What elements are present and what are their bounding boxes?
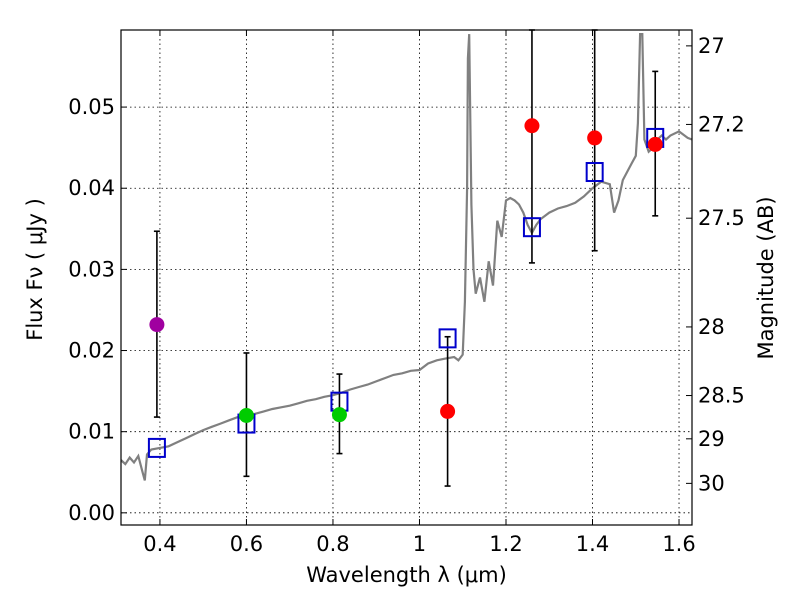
observed-point [587,130,603,146]
observed-point [440,403,456,419]
y-tick-label: 0.03 [68,257,115,281]
spectrum-line [121,33,692,481]
x-tick-label: 1 [413,532,426,556]
mag-tick-label: 27 [698,34,725,58]
mag-tick-label: 28.5 [698,384,745,408]
plot-frame [120,29,693,526]
mag-tick-label: 27.2 [698,112,745,136]
mag-tick-label: 27.5 [698,206,745,230]
model-photometry-layer [147,127,665,458]
x-tick-label: 0.6 [230,532,263,556]
model-photometry-point [438,328,457,349]
y-axis-title: Flux Fν ( μJy ) [23,198,47,341]
observed-points-layer [149,118,663,423]
y-tick-label: 0.01 [68,420,115,444]
observed-point [331,407,347,423]
x-tick-label: 0.8 [316,532,349,556]
model-photometry-point [585,162,604,183]
x-axis-title: Wavelength λ (μm) [306,563,507,587]
y-tick-label: 0.04 [68,176,115,200]
y-tick-label: 0.05 [68,95,115,119]
x-tick-label: 0.4 [143,532,176,556]
mag-tick-label: 29 [698,427,725,451]
x-axis-ticks: 0.4 0.6 0.8 1 1.2 1.4 1.6 [143,30,696,556]
grid-lines [121,30,692,525]
x-tick-label: 1.2 [489,532,522,556]
mag-tick-label: 28 [698,315,725,339]
right-axis-title: Magnitude (AB) [754,196,778,359]
spectrum-layer [121,33,692,481]
x-tick-label: 1.6 [662,532,695,556]
observed-point [238,407,254,423]
model-photometry-point [147,437,166,458]
mag-tick-label: 30 [698,471,725,495]
errorbar-layer [153,29,659,487]
y-tick-label: 0.00 [68,501,115,525]
observed-point [149,317,165,333]
y-tick-label: 0.02 [68,339,115,363]
x-tick-label: 1.4 [576,532,609,556]
model-photometry-point [522,217,541,238]
observed-point [524,118,540,134]
observed-point [647,136,663,152]
y-axis-ticks: 0.00 0.01 0.02 0.03 0.04 0.05 [68,95,127,525]
magnitude-axis-ticks: 27 27.2 27.5 28 28.5 29 30 [686,34,745,495]
